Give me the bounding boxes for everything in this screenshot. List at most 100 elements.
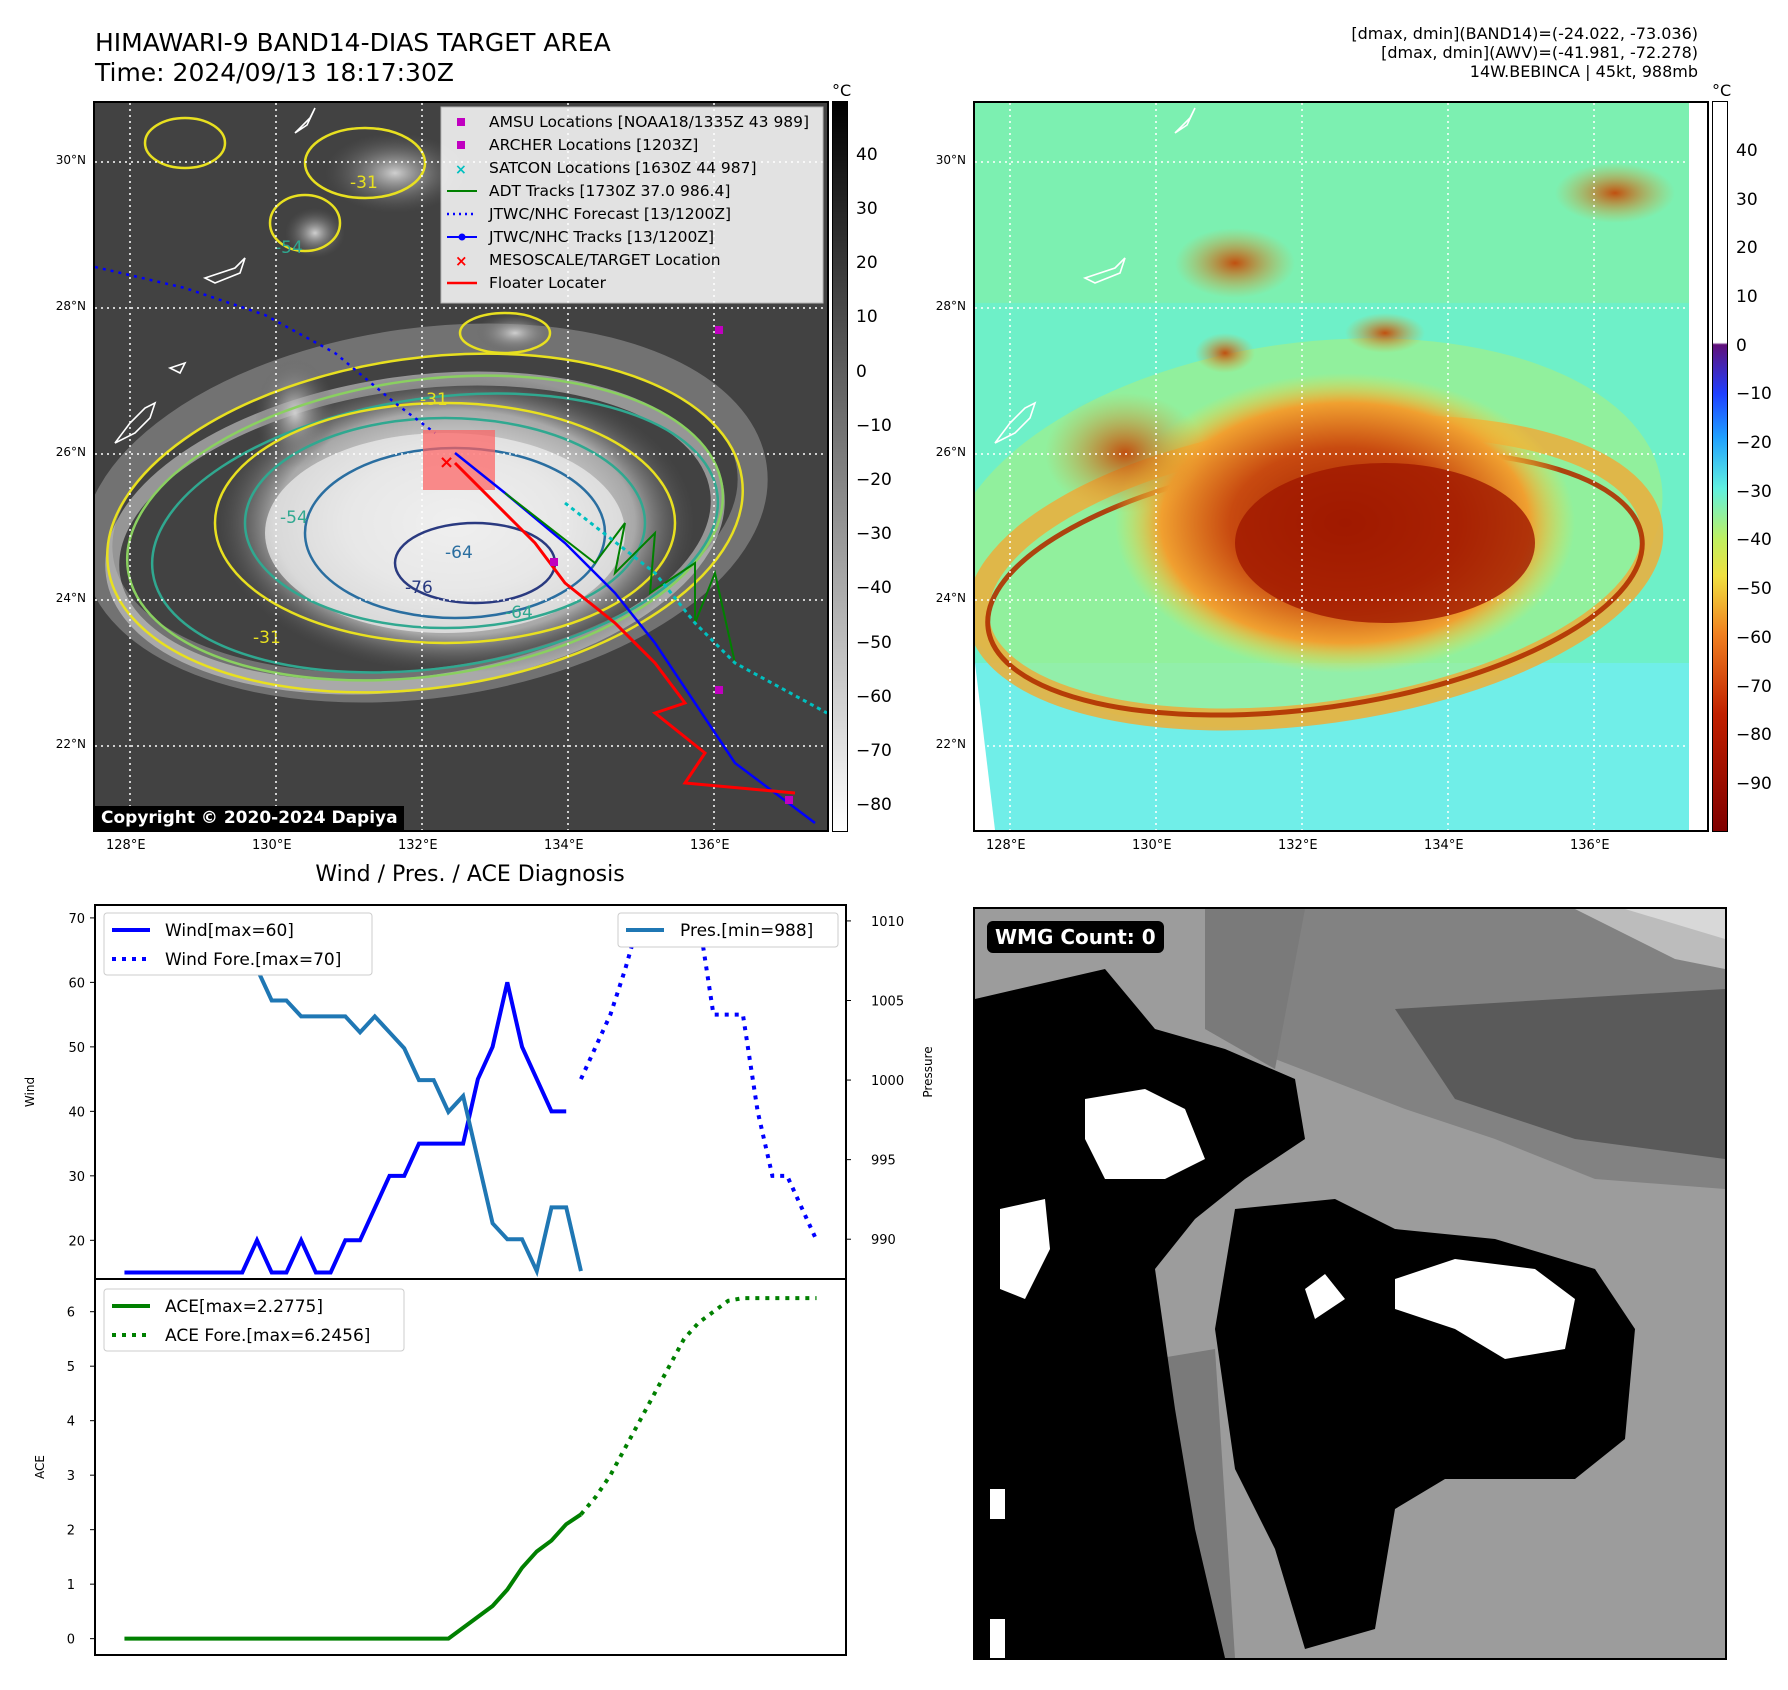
lat-tick-label: 30°N (935, 152, 966, 167)
series-line-0 (124, 981, 567, 1275)
contour-label: -31 (253, 628, 281, 648)
contour-label: -64 (505, 603, 533, 623)
awv-colorbar-tick: −80 (1736, 725, 1772, 746)
lat-tick-label: 22°N (55, 736, 86, 751)
awv-colorbar-tick: −10 (1736, 384, 1772, 405)
ace-ylabel: ACE (33, 1455, 47, 1479)
ir-colorbar-tick: −10 (856, 415, 892, 436)
wind-legend (103, 912, 373, 976)
legend-label: ACE[max=2.2775] (165, 1297, 323, 1317)
contour-label: -76 (405, 578, 433, 598)
wind-ylabel: Wind (23, 1077, 37, 1107)
contour-label: -54 (275, 238, 303, 258)
ace-ytick-label: 1 (67, 1578, 75, 1593)
lat-tick-label: 24°N (935, 590, 966, 605)
svg-text:×: × (439, 452, 454, 473)
ace-legend (103, 1288, 405, 1352)
ir-colorbar-tick: 40 (856, 144, 878, 165)
lon-tick-label: 128°E (986, 838, 1026, 853)
stat-band14: [dmax, dmin](BAND14)=(-24.022, -73.036) (1351, 24, 1698, 43)
ir-colorbar-tick: 0 (856, 361, 867, 382)
awv-colorbar-tick: −50 (1736, 579, 1772, 600)
lat-tick-label: 24°N (55, 590, 86, 605)
legend-label: Pres.[min=988] (680, 921, 813, 941)
copyright-label: Copyright © 2020-2024 Dapiya (95, 806, 404, 830)
awv-colorbar-tick: −40 (1736, 530, 1772, 551)
ace-ytick-label: 3 (67, 1469, 75, 1484)
wind-ytick-label: 40 (68, 1105, 85, 1120)
ir-colorbar-tick: 30 (856, 199, 878, 219)
lat-tick-label: 26°N (55, 444, 86, 459)
chart-title: Wind / Pres. / ACE Diagnosis (315, 862, 625, 887)
wind-ytick-label: 60 (68, 976, 85, 991)
ace-ytick-label: 0 (67, 1633, 75, 1648)
awv-colorbar-tick: −60 (1736, 627, 1772, 648)
lon-tick-label: 130°E (1132, 838, 1172, 853)
awv-lat-ticks: 30°N 28°N 26°N 24°N 22°N (920, 101, 970, 832)
lon-tick-label: 130°E (252, 838, 292, 853)
figure-time: Time: 2024/09/13 18:17:30Z (95, 58, 454, 87)
pressure-ylabel: Pressure (921, 1046, 935, 1097)
wmg-count-badge: WMG Count: 0 (987, 921, 1164, 953)
pressure-legend (617, 912, 839, 948)
ir-lat-ticks: 30°N 28°N 26°N 24°N 22°N (40, 101, 90, 832)
lon-tick-label: 136°E (1570, 838, 1610, 853)
wmg-panel: WMG Count: 0 (973, 907, 1727, 1660)
wmg-image (975, 909, 1725, 1658)
pressure-ytick-label: 1000 (871, 1074, 904, 1089)
awv-colorbar-tick: −90 (1736, 773, 1772, 794)
legend-item-adt: ADT Tracks [1730Z 37.0 986.4] (489, 182, 730, 200)
awv-colorbar-tick: −30 (1736, 481, 1772, 502)
pressure-ytick-label: 995 (871, 1154, 896, 1169)
contour-label: -31 (350, 173, 378, 193)
ir-colorbar-tick: −50 (856, 632, 892, 653)
legend-item-floater: Floater Locater (489, 274, 607, 292)
legend-item-target: MESOSCALE/TARGET Location (489, 251, 721, 269)
stats-header: [dmax, dmin](BAND14)=(-24.022, -73.036) … (998, 24, 1698, 81)
ace-ytick-label: 4 (67, 1415, 75, 1430)
legend-label: Wind[max=60] (165, 921, 294, 941)
lon-tick-label: 132°E (1278, 838, 1318, 853)
series-line-1 (579, 915, 819, 1242)
awv-lon-ticks: 128°E 130°E 132°E 134°E 136°E (973, 838, 1709, 858)
lon-tick-label: 132°E (398, 838, 438, 853)
legend-item-forecast: JTWC/NHC Forecast [13/1200Z] (488, 205, 731, 223)
stat-storm: 14W.BEBINCA | 45kt, 988mb (1469, 62, 1698, 81)
contour-label: -64 (445, 543, 473, 563)
awv-colorbar-tick: −20 (1736, 433, 1772, 453)
ir-colorbar-tick: −40 (856, 578, 892, 599)
awv-colorbar-tick: 30 (1736, 189, 1758, 210)
awv-colorbar-unit: °C (1712, 81, 1732, 100)
ir-colorbar-tick: −20 (856, 470, 892, 490)
awv-colorbar-ticks: 40 30 20 10 0 −10 −20 −30 −40 −50 −60 −70 −80 −90 (1732, 101, 1788, 832)
awv-grid (975, 103, 1707, 830)
ir-colorbar-tick: −80 (856, 795, 892, 816)
legend-item-amsu: AMSU Locations [NOAA18/1335Z 43 989] (489, 113, 809, 131)
lon-tick-label: 134°E (544, 838, 584, 853)
ir-colorbar (832, 101, 848, 832)
lat-tick-label: 26°N (935, 444, 966, 459)
ace-series-line-0 (124, 1512, 583, 1641)
awv-map (975, 103, 1707, 830)
ir-colorbar-tick: 20 (856, 253, 878, 274)
awv-colorbar-tick: 20 (1736, 238, 1758, 259)
ir-map-panel: -31 -31 -31 -54 -54 -64 -64 -76 (93, 101, 829, 832)
ace-series-line-1 (579, 1296, 817, 1516)
legend-item-archer: ARCHER Locations [1203Z] (489, 136, 698, 154)
ir-colorbar-tick: −30 (856, 524, 892, 545)
pressure-ytick-label: 990 (871, 1233, 896, 1248)
ir-map: -31 -31 -31 -54 -54 -64 -64 -76 (95, 103, 827, 830)
wind-ytick-label: 20 (68, 1234, 85, 1249)
contour-label: -31 (420, 390, 448, 410)
awv-colorbar-tick: −70 (1736, 676, 1772, 697)
legend-item-satcon: SATCON Locations [1630Z 44 987] (489, 159, 757, 177)
lat-tick-label: 28°N (935, 298, 966, 313)
wind-ytick-label: 30 (68, 1170, 85, 1185)
pressure-ytick-label: 1005 (871, 994, 904, 1009)
wind-ytick-label: 50 (68, 1041, 85, 1056)
ir-colorbar-unit: °C (832, 81, 852, 100)
awv-colorbar (1712, 101, 1728, 832)
awv-colorbar-tick: 40 (1736, 140, 1758, 161)
svg-text:×: × (455, 162, 467, 178)
svg-text:×: × (455, 252, 468, 270)
